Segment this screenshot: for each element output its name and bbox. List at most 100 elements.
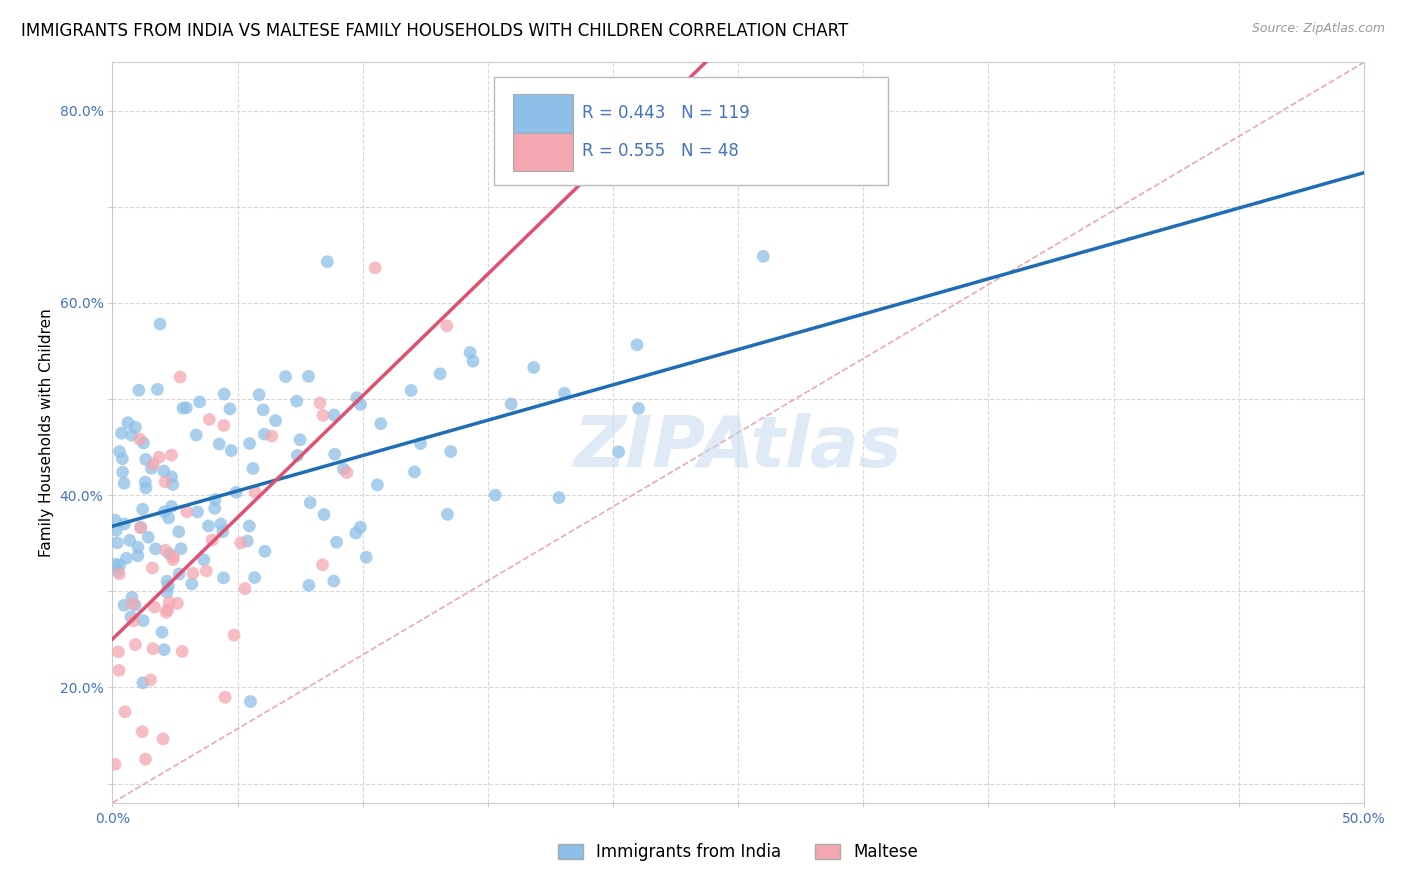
Point bbox=[242, 461, 264, 475]
Point bbox=[312, 508, 335, 522]
Point bbox=[188, 395, 211, 409]
Text: R = 0.555   N = 48: R = 0.555 N = 48 bbox=[582, 143, 738, 161]
Point bbox=[160, 470, 183, 484]
Text: R = 0.443   N = 119: R = 0.443 N = 119 bbox=[582, 103, 749, 122]
Point bbox=[404, 465, 426, 479]
Point bbox=[141, 561, 163, 575]
Point bbox=[156, 585, 179, 599]
Point bbox=[135, 481, 157, 495]
Point bbox=[346, 391, 368, 405]
Point bbox=[458, 345, 481, 359]
Point bbox=[142, 457, 165, 471]
Point bbox=[132, 675, 155, 690]
Point bbox=[112, 476, 135, 491]
Point bbox=[129, 520, 152, 534]
Point bbox=[127, 549, 149, 563]
Point bbox=[142, 641, 165, 656]
Point bbox=[323, 408, 346, 422]
Point bbox=[219, 401, 242, 416]
Point bbox=[111, 465, 134, 479]
Point bbox=[344, 526, 367, 541]
Point bbox=[141, 461, 163, 475]
Point bbox=[316, 254, 339, 268]
Text: IMMIGRANTS FROM INDIA VS MALTESE FAMILY HOUSEHOLDS WITH CHILDREN CORRELATION CHA: IMMIGRANTS FROM INDIA VS MALTESE FAMILY … bbox=[21, 22, 848, 40]
Point bbox=[285, 449, 308, 463]
Legend: Immigrants from India, Maltese: Immigrants from India, Maltese bbox=[558, 843, 918, 861]
Point bbox=[264, 414, 287, 428]
Point bbox=[124, 420, 146, 434]
Point bbox=[170, 541, 193, 556]
Point bbox=[626, 338, 648, 352]
Point bbox=[150, 625, 173, 640]
Point bbox=[253, 427, 276, 442]
Point bbox=[193, 553, 215, 567]
Point bbox=[239, 436, 262, 450]
Point bbox=[149, 317, 172, 331]
Point bbox=[201, 533, 224, 547]
Point bbox=[157, 511, 180, 525]
Point bbox=[132, 614, 155, 628]
Point bbox=[285, 394, 308, 409]
Point bbox=[260, 429, 283, 443]
Point bbox=[274, 369, 297, 384]
Point bbox=[370, 417, 392, 431]
Point bbox=[325, 535, 347, 549]
FancyBboxPatch shape bbox=[513, 133, 574, 171]
Point bbox=[105, 523, 128, 537]
Point bbox=[128, 432, 150, 446]
Point bbox=[225, 485, 247, 500]
Point bbox=[157, 579, 180, 593]
Point bbox=[115, 551, 138, 566]
Point bbox=[221, 443, 243, 458]
FancyBboxPatch shape bbox=[513, 95, 574, 133]
Point bbox=[297, 369, 319, 384]
Point bbox=[180, 577, 202, 591]
Point bbox=[323, 447, 346, 461]
Point bbox=[104, 558, 127, 572]
Point bbox=[332, 462, 354, 476]
Point bbox=[211, 524, 233, 539]
Point bbox=[204, 492, 226, 507]
Point bbox=[311, 558, 333, 572]
Point bbox=[153, 505, 176, 519]
Point bbox=[354, 550, 377, 565]
Point bbox=[160, 448, 183, 462]
Point bbox=[239, 694, 262, 708]
Point bbox=[409, 436, 432, 450]
Point bbox=[214, 690, 236, 705]
Point bbox=[157, 595, 180, 609]
Point bbox=[607, 444, 630, 458]
Point bbox=[153, 642, 176, 657]
Point bbox=[146, 383, 169, 397]
Point bbox=[298, 578, 321, 592]
Point bbox=[222, 628, 245, 642]
Point bbox=[197, 519, 219, 533]
Point bbox=[136, 530, 159, 544]
Point bbox=[134, 475, 156, 489]
Point bbox=[186, 428, 208, 442]
Point bbox=[349, 397, 371, 411]
Point bbox=[548, 491, 571, 505]
Point bbox=[148, 450, 170, 465]
Point bbox=[212, 571, 235, 585]
Point bbox=[169, 370, 191, 384]
Point bbox=[114, 516, 136, 531]
Point bbox=[114, 705, 136, 719]
Point bbox=[208, 437, 231, 451]
Point bbox=[132, 436, 155, 450]
Point bbox=[309, 396, 332, 410]
Point bbox=[127, 540, 149, 554]
Point bbox=[124, 598, 146, 612]
Point bbox=[167, 524, 190, 539]
Point bbox=[155, 605, 177, 619]
Point bbox=[153, 475, 176, 489]
Point bbox=[312, 409, 335, 423]
Point bbox=[253, 544, 276, 558]
Point bbox=[108, 444, 131, 458]
Point bbox=[349, 520, 371, 534]
Point bbox=[152, 731, 174, 746]
Point bbox=[399, 384, 422, 398]
Point bbox=[322, 574, 344, 588]
Point bbox=[162, 549, 184, 564]
Point bbox=[139, 673, 162, 687]
